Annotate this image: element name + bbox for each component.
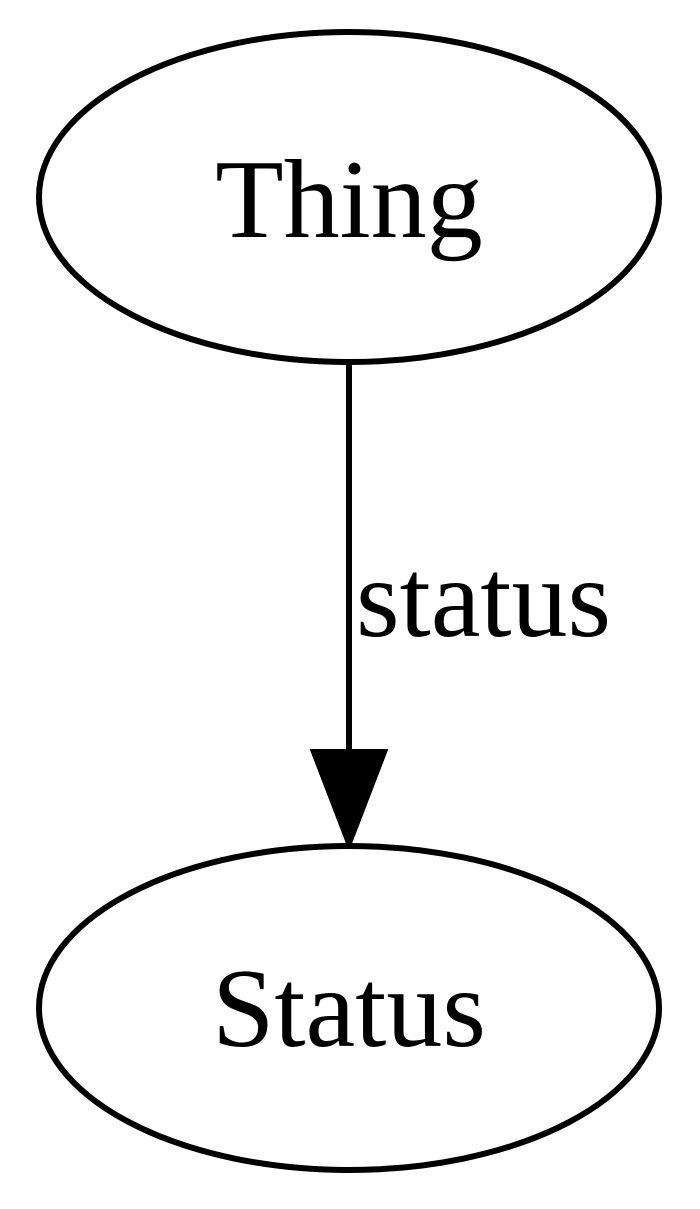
node-status-label: Status	[212, 947, 486, 1071]
node-status-shape	[36, 843, 662, 1173]
node-thing-shape	[36, 29, 662, 365]
node-status[interactable]: Status	[36, 843, 662, 1173]
node-thing-label: Thing	[215, 138, 483, 262]
edge-thing-status-label: status	[356, 537, 611, 661]
node-thing[interactable]: Thing	[36, 29, 662, 365]
edge-thing-status[interactable]: status	[309, 365, 611, 852]
edge-thing-status-arrowhead	[309, 749, 389, 852]
